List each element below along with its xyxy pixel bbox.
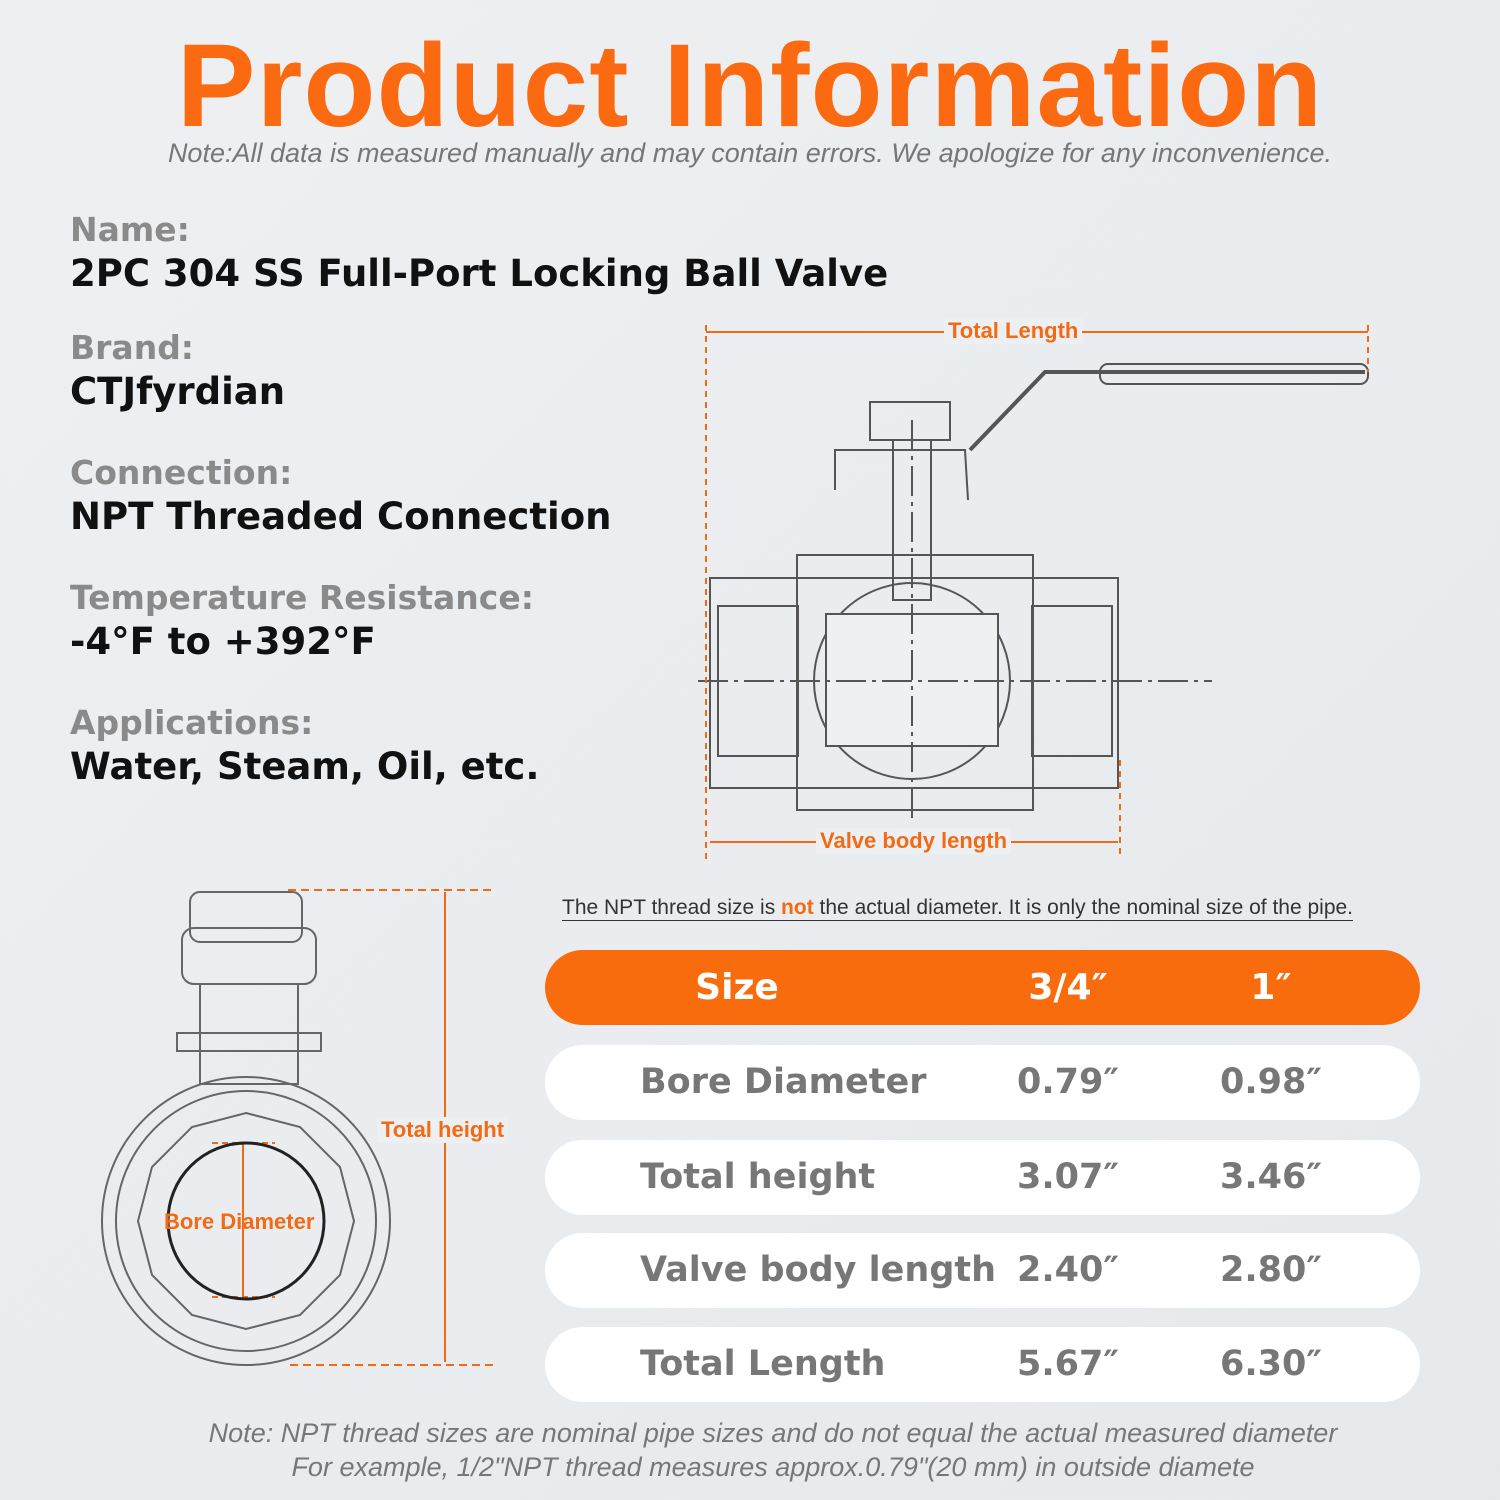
dimension-label: Bore Diameter xyxy=(164,1209,315,1234)
spec-label: Applications: xyxy=(70,703,314,742)
spec-value: -4°F to +392°F xyxy=(70,620,376,663)
dimension-label: Valve body length xyxy=(816,828,1012,854)
cell: 3.07″ xyxy=(1017,1157,1119,1197)
header-cell: 1″ xyxy=(1250,967,1292,1008)
lock-tab xyxy=(181,927,317,985)
cell: 0.98″ xyxy=(1220,1062,1322,1102)
spec-value: Water, Steam, Oil, etc. xyxy=(70,745,540,788)
cell: 5.67″ xyxy=(1017,1344,1119,1384)
bore-circle xyxy=(166,1141,326,1301)
header-cell: Size xyxy=(695,967,779,1008)
valve-end-view xyxy=(101,891,391,1366)
table-row: Total Length 5.67″ 6.30″ xyxy=(545,1327,1420,1402)
spec-value: NPT Threaded Connection xyxy=(70,495,612,538)
table-row: Valve body length 2.40″ 2.80″ xyxy=(545,1233,1420,1308)
cell: 3.46″ xyxy=(1220,1157,1322,1197)
spec-label: Name: xyxy=(70,210,190,249)
spec-value: CTJfyrdian xyxy=(70,370,286,413)
cell: 2.80″ xyxy=(1220,1250,1322,1290)
spec-value: 2PC 304 SS Full-Port Locking Ball Valve xyxy=(70,252,889,295)
header-cell: 3/4″ xyxy=(1028,967,1108,1008)
dimension-label: Total height xyxy=(377,1117,509,1143)
inner-ring xyxy=(115,1090,377,1352)
text: The NPT thread size is xyxy=(562,896,782,919)
valve-side-view xyxy=(698,363,1369,820)
spec-label: Connection: xyxy=(70,453,293,492)
note: Note:All data is measured manually and m… xyxy=(167,138,1333,168)
title: Product Information xyxy=(176,20,1324,152)
spec-label: Brand: xyxy=(70,328,195,367)
cell: Bore Diameter xyxy=(640,1062,927,1102)
valve-body xyxy=(709,577,1119,789)
cell: 6.30″ xyxy=(1220,1344,1322,1384)
cell: Valve body length xyxy=(640,1250,997,1290)
outer-ring xyxy=(101,1076,391,1366)
handle-end xyxy=(189,891,303,943)
table-row: Bore Diameter 0.79″ 0.98″ xyxy=(545,1045,1420,1120)
lock-plate xyxy=(834,449,969,501)
header-row: Size 3/4″ 1″ xyxy=(545,950,1420,1025)
footer-note: For example, 1/2"NPT thread measures app… xyxy=(291,1452,1255,1482)
cell: 2.40″ xyxy=(1017,1250,1119,1290)
cell: Total Length xyxy=(640,1344,886,1384)
cell: Total height xyxy=(640,1157,876,1197)
spec-label: Temperature Resistance: xyxy=(70,578,534,617)
hex-body xyxy=(136,1111,356,1331)
table-row: Total height 3.07″ 3.46″ xyxy=(545,1140,1420,1215)
cell: 0.79″ xyxy=(1017,1062,1119,1102)
handle-grip xyxy=(1099,363,1369,385)
footer-note: Note: NPT thread sizes are nominal pipe … xyxy=(208,1418,1338,1448)
npt-note: The NPT thread size is not the actual di… xyxy=(562,896,1354,921)
stem-pin xyxy=(176,1032,322,1052)
emphasis: not xyxy=(781,896,814,919)
nut xyxy=(869,401,951,441)
dimension-label: Total Length xyxy=(944,318,1083,344)
handle xyxy=(968,370,1365,452)
text: the actual diameter. It is only the nomi… xyxy=(813,896,1354,919)
